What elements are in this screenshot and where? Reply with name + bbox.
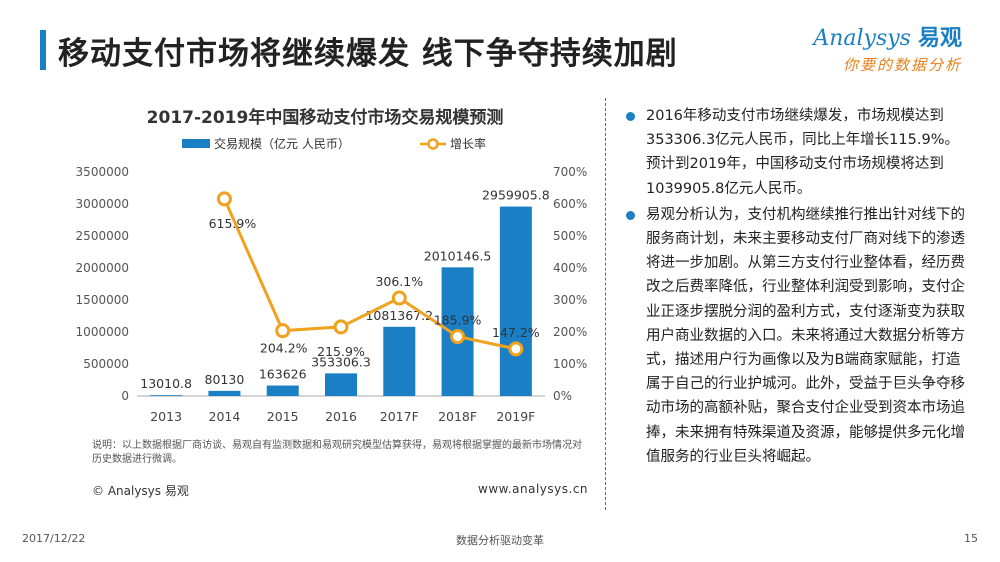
growth-point-2018F: [450, 329, 466, 345]
x-axis-tick: 2018F: [438, 409, 477, 424]
legend-bar-swatch: [182, 139, 210, 148]
analysis-bullets: 2016年移动支付市场继续爆发，市场规模达到353306.3亿元人民币，同比上年…: [626, 104, 966, 471]
logo-text: Analysys: [813, 26, 911, 51]
right-axis-tick: 0%: [553, 389, 572, 403]
legend-line-marker: [427, 138, 439, 150]
left-axis-tick: 2000000: [76, 261, 129, 275]
bullet-dot-icon: [626, 210, 635, 220]
legend-line-label: 增长率: [450, 136, 486, 151]
left-axis-tick: 1500000: [76, 293, 129, 307]
bar-2013: [150, 395, 183, 396]
growth-point-2015: [275, 323, 291, 339]
bullet-text: 易观分析认为，支付机构继续推行推出针对线下的服务商计划，未来主要移动支付厂商对线…: [646, 206, 965, 465]
bar-value-label: 2010146.5: [424, 248, 492, 263]
chart-title: 2017-2019年中国移动支付市场交易规模预测: [146, 108, 504, 128]
right-axis-tick: 400%: [553, 261, 587, 275]
left-axis-tick: 2500000: [76, 229, 129, 243]
x-axis-tick: 2014: [209, 409, 241, 424]
bar-value-label: 353306.3: [311, 354, 371, 369]
page-title: 移动支付市场将继续爆发 线下争夺持续加剧: [58, 36, 678, 72]
page-number: 15: [964, 532, 978, 545]
logo-cn: 易观: [917, 26, 962, 51]
right-axis-tick: 700%: [553, 165, 587, 179]
bar-value-label: 2959905.8: [482, 188, 550, 203]
footer-slogan: 数据分析驱动变革: [456, 534, 544, 547]
footer-date: 2017/12/22: [22, 532, 86, 545]
logo-slogan: 你要的数据分析: [842, 56, 962, 74]
bar-2017F: [383, 326, 416, 396]
bar-2015: [266, 385, 299, 396]
title-accent-bar: [40, 30, 46, 70]
logo-wordmark: Analysys 易观: [813, 20, 962, 52]
x-axis-tick: 2015: [267, 409, 299, 424]
bar-value-label: 80130: [205, 372, 245, 387]
bar-2019F: [499, 206, 532, 396]
growth-rate-label: 147.2%: [492, 325, 540, 340]
legend-bar-label: 交易规模（亿元 人民币）: [214, 136, 350, 151]
growth-rate-label: 615.9%: [209, 216, 257, 231]
growth-rate-label: 306.1%: [375, 274, 423, 289]
bar-value-label: 1081367.2: [365, 308, 433, 323]
x-axis-tick: 2019F: [496, 409, 535, 424]
growth-rate-line: [223, 198, 517, 351]
analysys-logo: Analysys 易观 你要的数据分析: [813, 20, 962, 75]
growth-point-2014: [216, 191, 232, 207]
right-axis-tick: 500%: [553, 229, 587, 243]
right-axis-tick: 100%: [553, 357, 587, 371]
bar-2016: [325, 373, 357, 396]
bar-value-label: 13010.8: [140, 376, 192, 391]
left-axis-tick: 500000: [83, 357, 129, 371]
growth-point-2019F: [508, 341, 524, 357]
growth-point-2017F: [391, 290, 407, 306]
website-link[interactable]: www.analysys.cn: [478, 482, 589, 496]
bullet-item: 2016年移动支付市场继续爆发，市场规模达到353306.3亿元人民币，同比上年…: [626, 104, 966, 201]
bullet-dot-icon: [626, 112, 635, 121]
bar-value-label: 163626: [259, 367, 307, 382]
x-axis-tick: 2017F: [380, 409, 419, 424]
growth-point-2016: [333, 319, 349, 335]
right-axis-tick: 300%: [553, 293, 587, 307]
bar-2014: [208, 390, 241, 396]
right-axis-tick: 600%: [553, 197, 587, 211]
bullet-item: 易观分析认为，支付机构继续推行推出针对线下的服务商计划，未来主要移动支付厂商对线…: [626, 203, 966, 469]
x-axis-tick: 2016: [325, 409, 357, 424]
divider-line: [605, 98, 606, 510]
growth-rate-label: 185.9%: [434, 313, 482, 328]
bullet-text: 2016年移动支付市场继续爆发，市场规模达到353306.3亿元人民币，同比上年…: [646, 108, 959, 197]
x-axis-tick: 2013: [150, 409, 182, 424]
left-axis-tick: 3500000: [76, 165, 129, 179]
left-axis-tick: 0: [121, 389, 129, 403]
copyright: © Analysys 易观: [92, 484, 189, 498]
left-axis-tick: 1000000: [76, 325, 129, 339]
growth-rate-label: 215.9%: [317, 344, 365, 359]
right-axis-tick: 200%: [553, 325, 587, 339]
left-axis-tick: 3000000: [76, 197, 129, 211]
chart-note: 说明：以上数据根据厂商访谈、易观自有监测数据和易观研究模型估算获得，易观将根据掌…: [92, 440, 582, 465]
growth-rate-label: 204.2%: [260, 341, 308, 356]
